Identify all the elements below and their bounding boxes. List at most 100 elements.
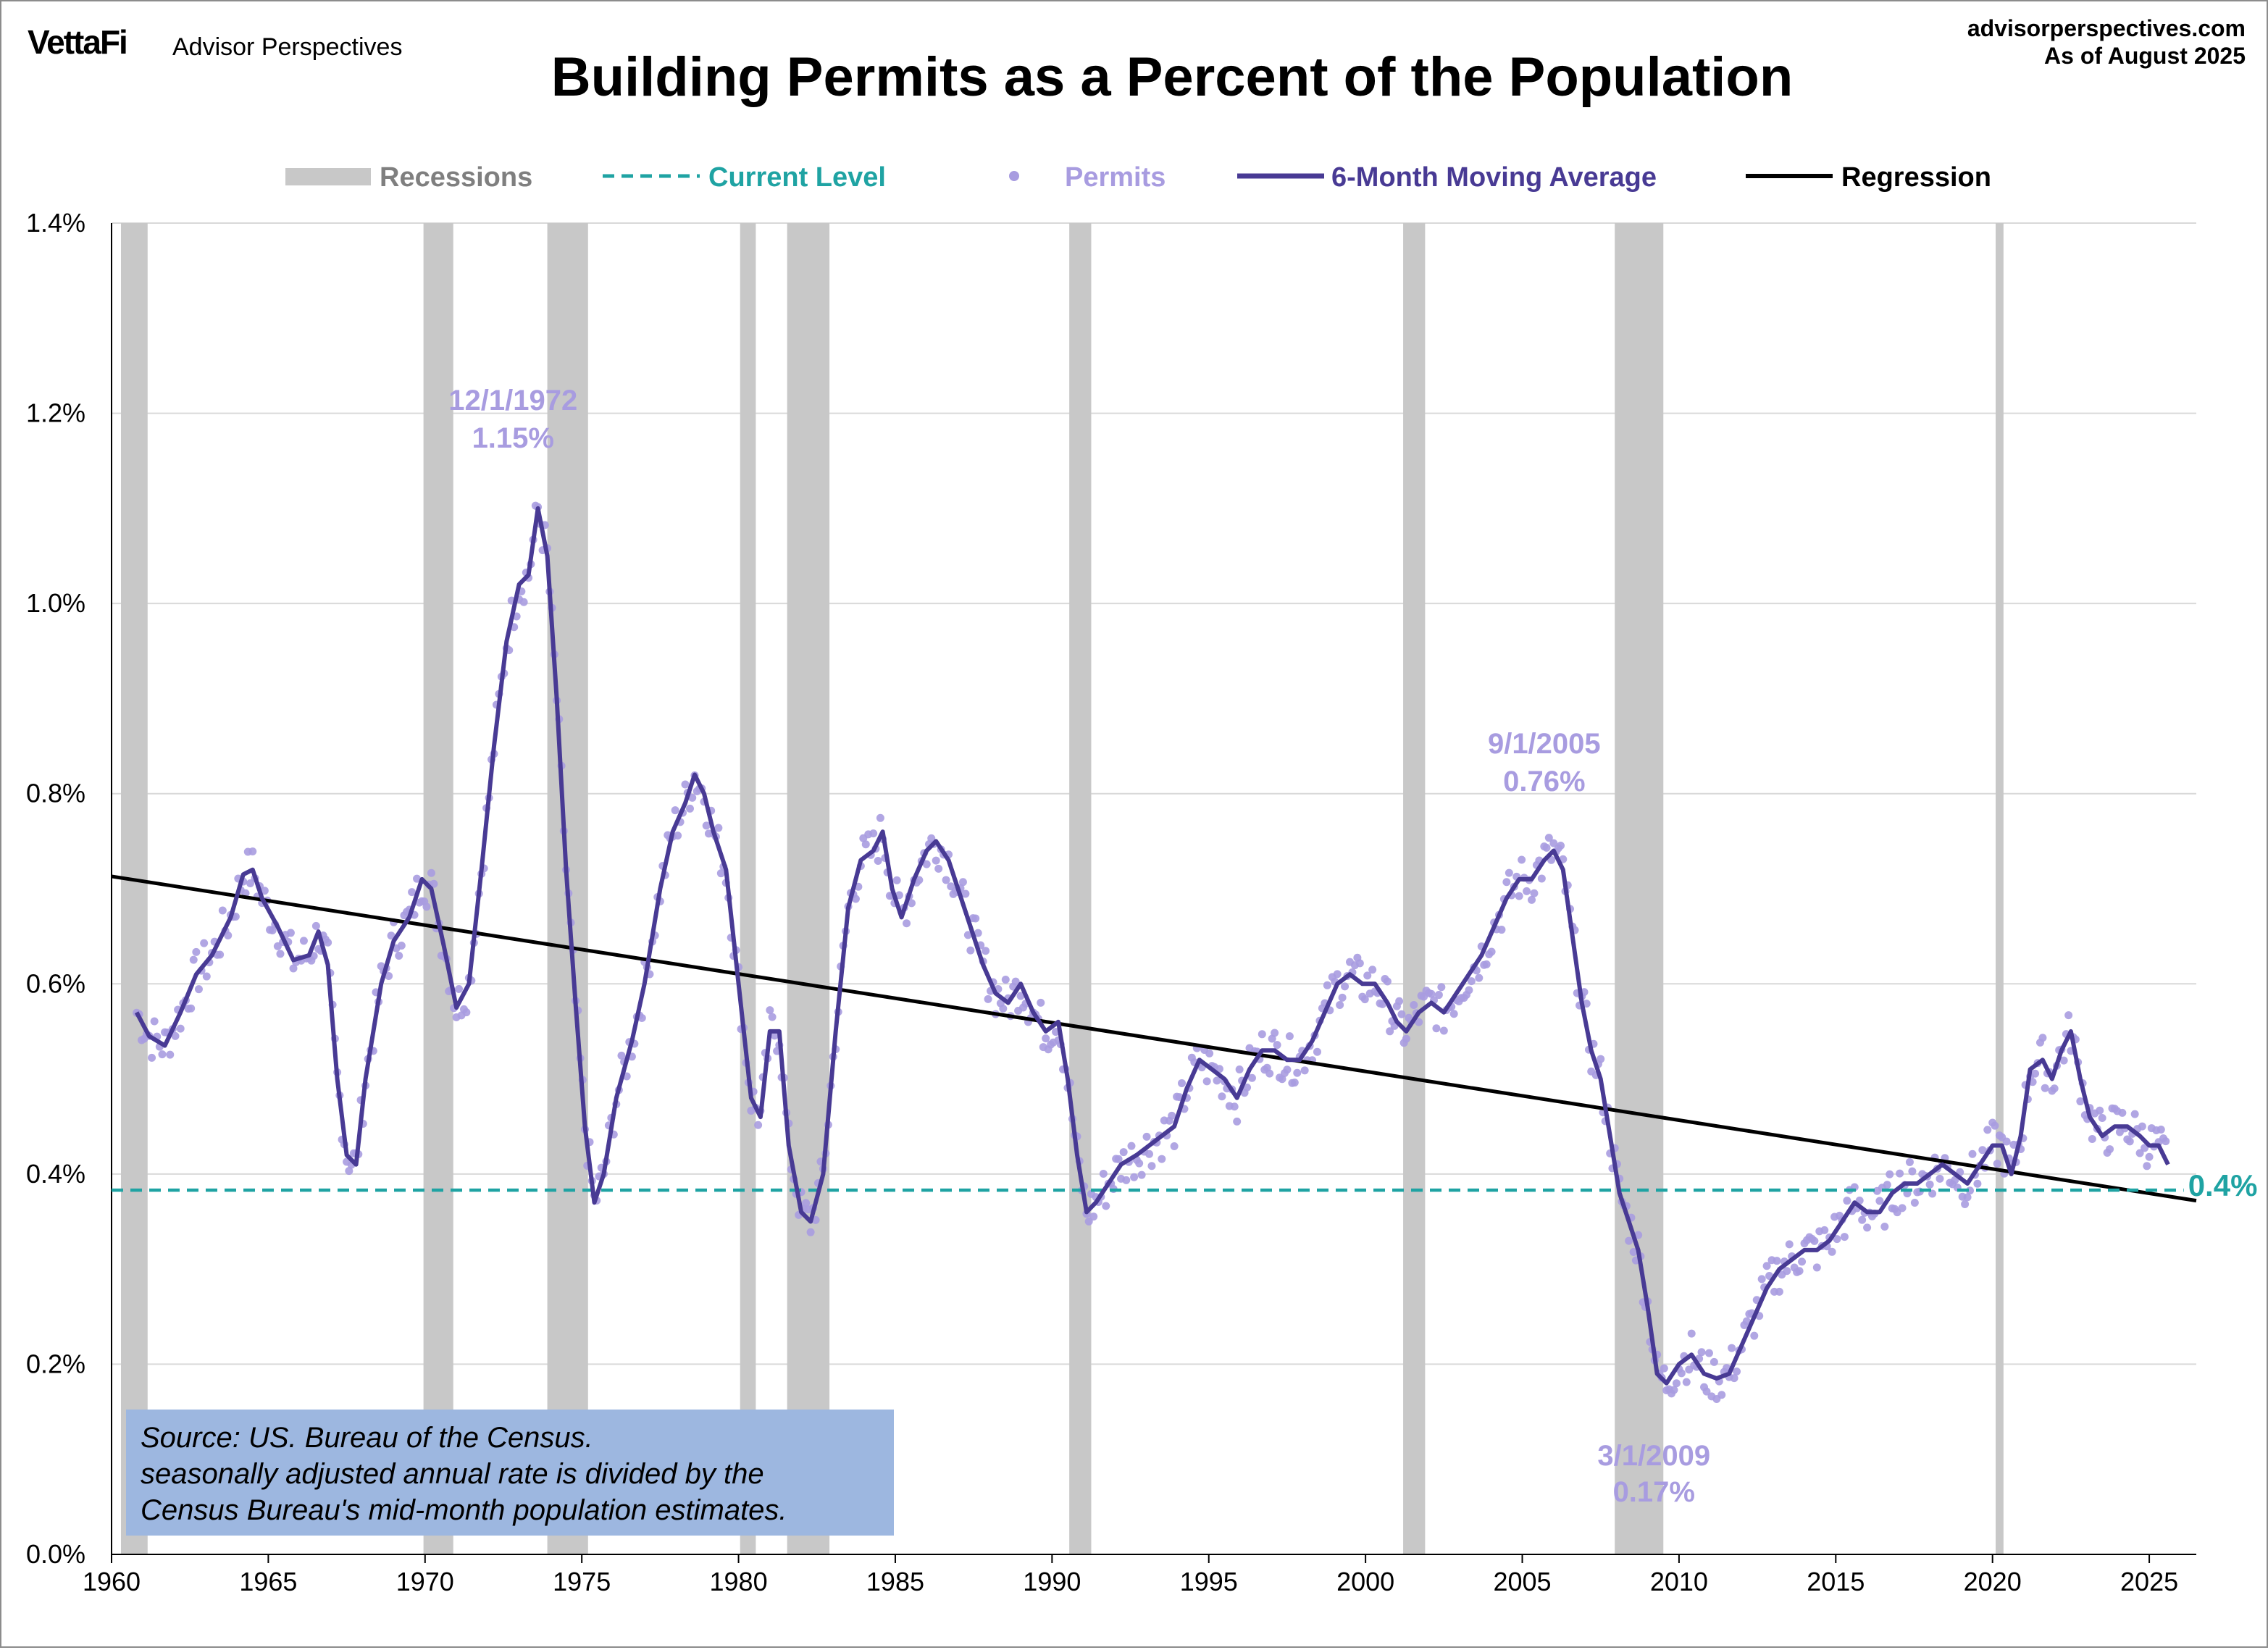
permit-point [1542,843,1551,852]
permit-point [1880,1222,1889,1231]
permit-point [1011,977,1020,986]
permit-point [903,919,911,928]
permit-point [200,939,209,947]
permit-point [1742,1317,1751,1326]
permit-point [1697,1348,1706,1357]
permit-point [922,860,931,868]
permit-point [1875,1197,1884,1205]
source-note-box [126,1410,894,1536]
permit-point [1530,889,1539,897]
x-tick-label: 1985 [866,1567,924,1596]
permit-point [397,941,406,950]
permit-point [1730,1374,1738,1383]
permit-point [2050,1084,2059,1093]
permit-point [395,951,403,960]
permit-point [1119,1148,1128,1157]
permit-point [462,1008,471,1017]
permit-point [961,889,970,898]
permit-point [1549,839,1558,847]
permit-point [1427,989,1436,998]
permit-point [702,821,711,830]
legend-regression-label: Regression [1841,162,1991,193]
permit-point [1016,992,1025,1000]
x-tick-label: 1965 [239,1567,297,1596]
permit-point [1773,1257,1781,1265]
x-tick-label: 2000 [1336,1567,1394,1596]
permit-point [2041,1084,2049,1092]
recession-band [423,223,453,1554]
x-tick-label: 2010 [1650,1567,1708,1596]
permit-point [1702,1387,1711,1396]
permit-point [1395,997,1404,1005]
recession-band [787,223,830,1554]
permit-point [1973,1179,1982,1188]
y-tick-label: 1.0% [26,588,85,618]
permit-point [1434,991,1443,1000]
permit-point [1386,1027,1394,1036]
permit-point [1963,1193,1972,1202]
permit-point [2106,1145,2114,1154]
permit-point [1142,1132,1151,1141]
permit-point [974,929,982,937]
recession-band [1615,223,1664,1554]
recession-band [1069,223,1092,1554]
annotation-value: 0.76% [1503,766,1585,797]
permit-point [2145,1152,2154,1161]
permit-point [1710,1357,1718,1366]
permit-point [1233,1117,1242,1126]
y-tick-label: 1.4% [26,208,85,238]
permit-point [1114,1155,1123,1163]
legend-permits-label: Permits [1065,162,1166,193]
y-tick-label: 0.4% [26,1159,85,1189]
permit-point [2118,1108,2127,1117]
permit-point [766,1006,774,1015]
annotation-value: 0.17% [1613,1476,1695,1508]
permit-point [1137,1171,1146,1179]
permit-point [2088,1135,2096,1144]
permit-point [1783,1267,1791,1276]
permit-point [869,829,878,838]
site-name: advisorperspectives.com [1967,15,2246,41]
permit-point [971,914,980,923]
logo-sub: Advisor Perspectives [172,33,402,61]
permit-point [674,832,682,840]
annotation-date: 3/1/2009 [1597,1440,1710,1472]
permit-point [802,1199,811,1207]
permit-point [963,931,972,939]
permit-point [2002,1137,2011,1146]
permit-point [1432,1024,1441,1033]
permit-point [1145,1149,1154,1158]
permit-point [1378,1000,1386,1008]
permit-point [1333,970,1342,979]
legend-current-label: Current Level [708,162,886,193]
permit-point [714,824,723,832]
permit-point [1505,868,1513,877]
permit-point [1775,1287,1783,1296]
source-note-line-1: Source: US. Bureau of the Census. [141,1422,593,1454]
permit-point [276,950,285,958]
permit-point [1397,1010,1406,1018]
permit-point [1265,1069,1274,1078]
permit-point [216,950,225,959]
permit-point [1828,1247,1836,1256]
source-note-line-2: seasonally adjusted annual rate is divid… [141,1458,764,1490]
plot-area: 0.0% 0.2% 0.4% 0.6% 0.8% 1.0% 1.2% 1.4% 1960 1965… [26,208,2257,1596]
permit-point [1757,1275,1766,1283]
permit-point [224,931,233,939]
as-of-date: As of August 2025 [2044,43,2246,69]
chart-title: Building Permits as a Percent of the Pop… [551,46,1794,108]
permit-point [189,955,198,964]
permit-point [176,1024,185,1033]
permit-point [2143,1162,2151,1171]
permit-point [1218,1092,1226,1101]
permit-point [1625,1236,1633,1245]
permit-point [685,804,694,813]
permit-point [1283,1065,1292,1074]
permit-point [248,847,257,856]
permit-point [861,840,870,849]
permit-point [1528,895,1536,904]
permit-point [1247,1073,1256,1082]
source-note: Source: US. Bureau of the Census. season… [126,1410,894,1536]
permit-point [617,1051,626,1060]
permit-point [1168,1111,1176,1120]
